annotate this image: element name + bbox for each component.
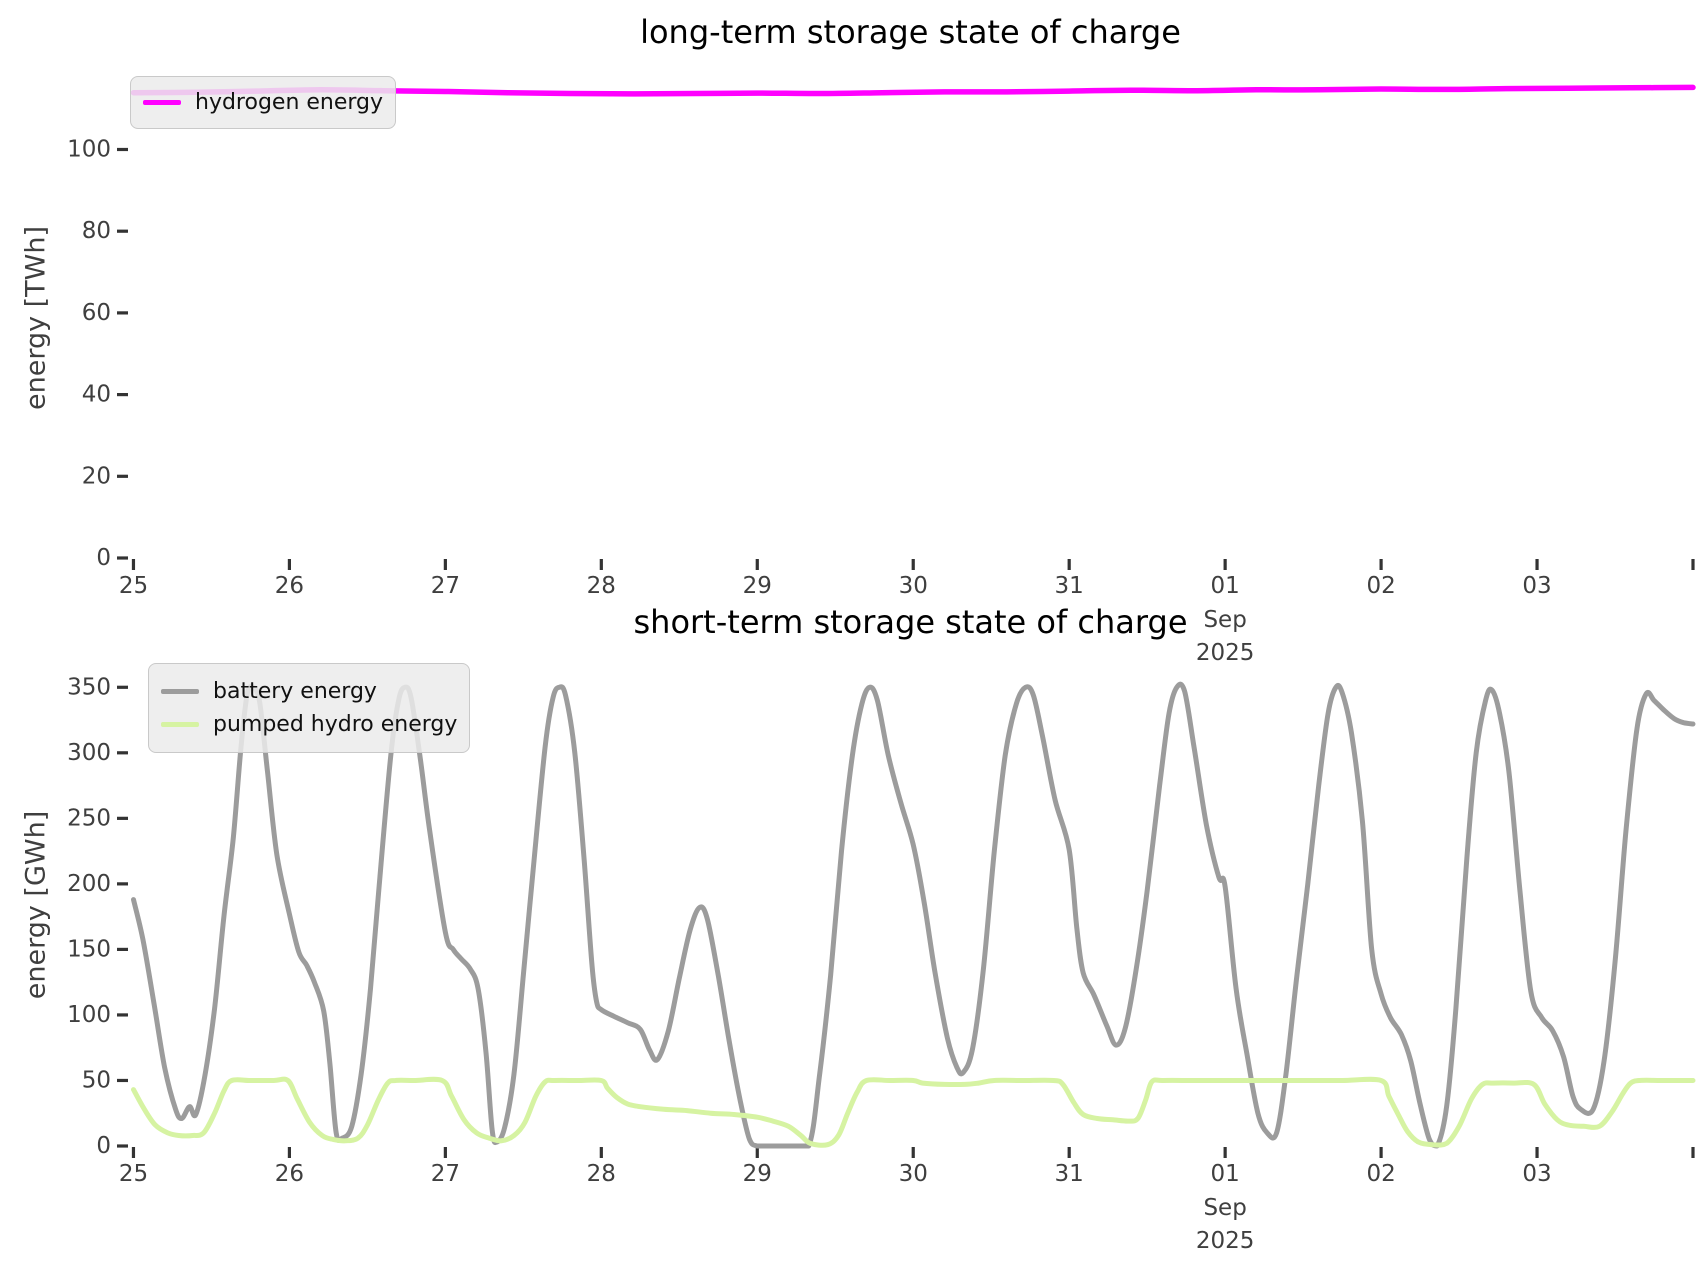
hydrogen-line-sample-icon xyxy=(143,100,181,105)
series-line-pumped-hydro-energy xyxy=(131,1076,1696,1148)
y-tick-label: 300 xyxy=(67,740,111,766)
y-tick-label: 100 xyxy=(67,1002,111,1028)
y-tick-label: 0 xyxy=(96,545,111,571)
x-tick-label: 28 xyxy=(587,1161,616,1187)
series-line-battery-energy xyxy=(131,681,1696,1149)
legend-label-battery: battery energy xyxy=(213,678,377,704)
y-tick-label: 200 xyxy=(67,871,111,897)
y-tick-label: 0 xyxy=(96,1133,111,1159)
x-tick-label: 31 xyxy=(1055,573,1084,599)
long-term-legend: hydrogen energy xyxy=(130,76,397,129)
x-axis-month-label: Sep xyxy=(1203,1195,1246,1221)
y-tick-label: 350 xyxy=(67,674,111,700)
y-tick-label: 100 xyxy=(67,136,111,162)
x-axis-month-label: Sep xyxy=(1203,607,1246,633)
y-tick-label: 50 xyxy=(82,1067,111,1093)
long-term-y-axis-label: energy [TWh] xyxy=(20,225,52,411)
x-tick-label: 01 xyxy=(1210,1161,1239,1187)
y-tick-label: 80 xyxy=(82,218,111,244)
x-tick-label: 27 xyxy=(431,573,460,599)
x-tick-label: 31 xyxy=(1055,1161,1084,1187)
x-tick-label: 29 xyxy=(743,1161,772,1187)
x-tick-label: 01 xyxy=(1210,573,1239,599)
x-axis-year-label: 2025 xyxy=(1196,1228,1255,1254)
x-tick-label: 29 xyxy=(743,573,772,599)
legend-row-pumped-hydro: pumped hydro energy xyxy=(161,708,457,741)
x-tick-label: 25 xyxy=(119,1161,148,1187)
short-term-chart-title: short-term storage state of charge xyxy=(633,603,1188,641)
x-tick-label: 02 xyxy=(1366,573,1395,599)
y-tick-label: 20 xyxy=(82,463,111,489)
legend-label-hydrogen: hydrogen energy xyxy=(195,89,384,115)
x-tick-label: 30 xyxy=(899,573,928,599)
y-tick-label: 150 xyxy=(67,936,111,962)
x-tick-label: 25 xyxy=(119,573,148,599)
x-tick-label: 28 xyxy=(587,573,616,599)
x-tick-label: 26 xyxy=(275,573,304,599)
x-tick-label: 26 xyxy=(275,1161,304,1187)
x-tick-label: 03 xyxy=(1522,573,1551,599)
legend-row-hydrogen: hydrogen energy xyxy=(143,86,383,119)
legend-row-battery: battery energy xyxy=(161,675,457,708)
long-term-axes: 0 20 40 60 80 100 25 26 27 28 29 30 31 01 Sep 2025 02 03 xyxy=(67,84,1696,666)
y-tick-label: 250 xyxy=(67,805,111,831)
x-tick-label: 27 xyxy=(431,1161,460,1187)
legend-label-pumped-hydro: pumped hydro energy xyxy=(213,711,458,737)
x-tick-label: 30 xyxy=(899,1161,928,1187)
short-term-axes: 0 50 100 150 200 250 300 350 25 26 27 28 29 30 31 01 Sep… xyxy=(67,674,1696,1254)
y-tick-label: 40 xyxy=(82,382,111,408)
x-tick-label: 02 xyxy=(1366,1161,1395,1187)
pumped-hydro-line-sample-icon xyxy=(161,722,199,727)
short-term-y-axis-label: energy [GWh] xyxy=(20,810,52,1000)
battery-line-sample-icon xyxy=(161,689,199,694)
x-axis-year-label: 2025 xyxy=(1196,640,1255,666)
short-term-legend: battery energy pumped hydro energy xyxy=(148,663,471,753)
y-tick-label: 60 xyxy=(82,300,111,326)
long-term-chart-title: long-term storage state of charge xyxy=(640,13,1181,51)
x-tick-label: 03 xyxy=(1522,1161,1551,1187)
